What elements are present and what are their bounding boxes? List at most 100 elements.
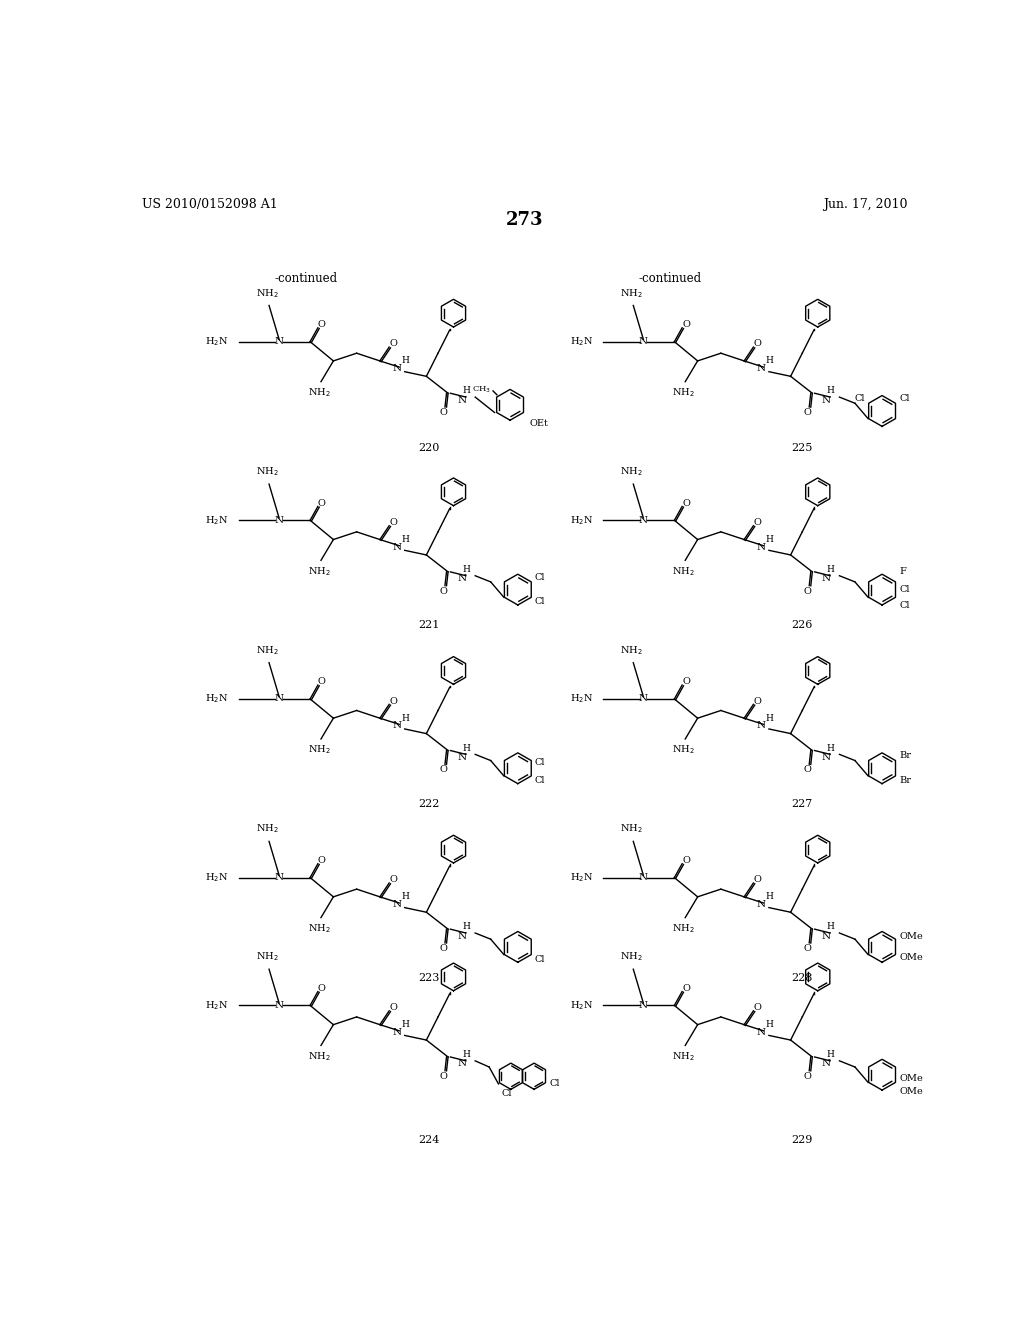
Text: N: N (639, 337, 648, 346)
Text: NH$_2$: NH$_2$ (256, 644, 279, 657)
Text: Cl: Cl (550, 1080, 560, 1089)
Text: O: O (317, 857, 326, 865)
Text: Cl: Cl (535, 573, 546, 582)
Text: N: N (274, 516, 284, 525)
Text: O: O (682, 321, 690, 329)
Text: CH$_3$: CH$_3$ (472, 384, 490, 395)
Text: N: N (639, 516, 648, 525)
Text: NH$_2$: NH$_2$ (308, 1049, 331, 1063)
Text: O: O (317, 321, 326, 329)
Text: O: O (439, 1072, 447, 1081)
Text: NH$_2$: NH$_2$ (673, 385, 695, 399)
Text: NH$_2$: NH$_2$ (673, 1049, 695, 1063)
Text: H: H (826, 1051, 835, 1059)
Text: N: N (639, 694, 648, 704)
Text: H: H (826, 743, 835, 752)
Text: NH$_2$: NH$_2$ (673, 565, 695, 578)
Text: H$_2$N: H$_2$N (206, 999, 228, 1012)
Text: 221: 221 (418, 620, 439, 631)
Text: N: N (821, 396, 830, 405)
Text: O: O (389, 1003, 397, 1012)
Text: Cl: Cl (899, 601, 909, 610)
Text: O: O (317, 499, 326, 508)
Text: H$_2$N: H$_2$N (206, 693, 228, 705)
Text: H$_2$N: H$_2$N (206, 513, 228, 527)
Text: H: H (766, 356, 774, 366)
Text: O: O (804, 586, 812, 595)
Text: N: N (757, 900, 766, 909)
Text: O: O (754, 1003, 761, 1012)
Text: H: H (826, 565, 835, 574)
Text: N: N (392, 722, 401, 730)
Text: O: O (682, 857, 690, 865)
Text: O: O (754, 519, 761, 527)
Text: Br: Br (899, 776, 911, 785)
Text: OEt: OEt (529, 418, 548, 428)
Text: H: H (401, 892, 410, 902)
Text: N: N (392, 900, 401, 909)
Text: 227: 227 (792, 799, 813, 809)
Text: N: N (458, 1060, 467, 1068)
Text: N: N (757, 1028, 766, 1036)
Text: O: O (317, 983, 326, 993)
Text: N: N (757, 722, 766, 730)
Text: H: H (462, 565, 470, 574)
Text: NH$_2$: NH$_2$ (673, 743, 695, 756)
Text: O: O (389, 697, 397, 706)
Text: O: O (439, 766, 447, 775)
Text: N: N (274, 337, 284, 346)
Text: O: O (804, 408, 812, 417)
Text: H: H (826, 387, 835, 396)
Text: 224: 224 (418, 1135, 439, 1144)
Text: NH$_2$: NH$_2$ (308, 385, 331, 399)
Text: O: O (804, 766, 812, 775)
Text: H$_2$N: H$_2$N (569, 335, 593, 348)
Text: H$_2$N: H$_2$N (569, 871, 593, 884)
Text: H: H (766, 535, 774, 544)
Text: O: O (439, 408, 447, 417)
Text: 229: 229 (792, 1135, 813, 1144)
Text: 273: 273 (506, 211, 544, 228)
Text: H: H (766, 714, 774, 722)
Text: Cl: Cl (535, 758, 546, 767)
Text: 225: 225 (792, 444, 813, 453)
Text: -continued: -continued (639, 272, 702, 285)
Text: F: F (899, 566, 906, 576)
Text: O: O (682, 677, 690, 686)
Text: N: N (757, 543, 766, 552)
Text: N: N (392, 364, 401, 374)
Text: H: H (462, 743, 470, 752)
Text: Cl: Cl (535, 954, 546, 964)
Text: 226: 226 (792, 620, 813, 631)
Text: N: N (757, 364, 766, 374)
Text: Br: Br (899, 751, 911, 760)
Text: NH$_2$: NH$_2$ (621, 466, 643, 478)
Text: H: H (401, 1020, 410, 1030)
Text: H: H (462, 1051, 470, 1059)
Text: O: O (389, 339, 397, 348)
Text: N: N (821, 752, 830, 762)
Text: Jun. 17, 2010: Jun. 17, 2010 (823, 198, 907, 211)
Text: Cl: Cl (854, 395, 865, 403)
Text: H: H (401, 535, 410, 544)
Text: O: O (804, 1072, 812, 1081)
Text: 228: 228 (792, 973, 813, 983)
Text: N: N (274, 694, 284, 704)
Text: H: H (462, 923, 470, 932)
Text: H$_2$N: H$_2$N (206, 335, 228, 348)
Text: H: H (766, 1020, 774, 1030)
Text: H$_2$N: H$_2$N (569, 999, 593, 1012)
Text: N: N (274, 1001, 284, 1010)
Text: -continued: -continued (274, 272, 338, 285)
Text: Cl: Cl (502, 1089, 512, 1098)
Text: Cl: Cl (899, 395, 909, 403)
Text: H: H (826, 923, 835, 932)
Text: Cl: Cl (899, 585, 909, 594)
Text: US 2010/0152098 A1: US 2010/0152098 A1 (142, 198, 278, 211)
Text: 223: 223 (418, 973, 439, 983)
Text: NH$_2$: NH$_2$ (256, 466, 279, 478)
Text: N: N (821, 1060, 830, 1068)
Text: NH$_2$: NH$_2$ (673, 921, 695, 935)
Text: N: N (639, 1001, 648, 1010)
Text: NH$_2$: NH$_2$ (308, 565, 331, 578)
